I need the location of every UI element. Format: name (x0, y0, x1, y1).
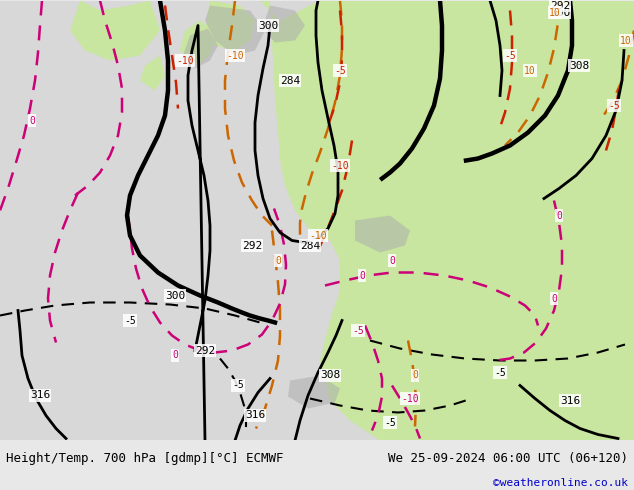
Text: 0: 0 (412, 370, 418, 381)
Text: -5: -5 (334, 66, 346, 75)
Text: -10: -10 (309, 230, 327, 241)
Text: 308: 308 (320, 370, 340, 381)
Text: 10: 10 (549, 7, 561, 18)
Polygon shape (260, 0, 634, 441)
Polygon shape (70, 0, 160, 60)
Text: -5: -5 (232, 381, 244, 391)
Text: 284: 284 (280, 75, 300, 85)
Text: 10: 10 (524, 66, 536, 75)
Text: 10: 10 (620, 35, 632, 46)
Polygon shape (140, 55, 165, 91)
Polygon shape (180, 21, 215, 66)
Text: -5: -5 (384, 417, 396, 427)
Text: 0: 0 (551, 294, 557, 303)
Text: 316: 316 (245, 411, 265, 420)
Text: -5: -5 (124, 316, 136, 325)
Text: 0: 0 (389, 255, 395, 266)
Text: ©weatheronline.co.uk: ©weatheronline.co.uk (493, 478, 628, 488)
Text: -10: -10 (176, 55, 194, 66)
Text: 0: 0 (556, 211, 562, 220)
Text: -5: -5 (494, 368, 506, 377)
Polygon shape (480, 0, 634, 220)
Polygon shape (262, 5, 305, 43)
Polygon shape (183, 28, 218, 69)
Text: -5: -5 (352, 325, 364, 336)
Text: 0: 0 (29, 116, 35, 125)
Text: -5: -5 (504, 50, 516, 60)
Text: -10: -10 (226, 50, 244, 60)
Polygon shape (288, 375, 340, 409)
Text: 308: 308 (569, 60, 589, 71)
Text: 316: 316 (560, 395, 580, 406)
Text: 300: 300 (165, 291, 185, 300)
Text: 316: 316 (30, 391, 50, 400)
Text: -10: -10 (331, 161, 349, 171)
Text: 0: 0 (275, 255, 281, 266)
Text: Height/Temp. 700 hPa [gdmp][°C] ECMWF: Height/Temp. 700 hPa [gdmp][°C] ECMWF (6, 452, 284, 465)
Text: 292: 292 (242, 241, 262, 250)
Polygon shape (355, 216, 410, 252)
Polygon shape (205, 5, 265, 55)
Text: 300: 300 (258, 21, 278, 30)
Text: We 25-09-2024 06:00 UTC (06+120): We 25-09-2024 06:00 UTC (06+120) (387, 452, 628, 465)
Polygon shape (205, 0, 255, 50)
Text: 292: 292 (550, 0, 570, 10)
Text: -5: -5 (608, 100, 620, 111)
Text: 0: 0 (172, 350, 178, 361)
Text: 300: 300 (550, 7, 570, 18)
Text: -10: -10 (401, 393, 419, 403)
Text: 0: 0 (359, 270, 365, 280)
Text: 292: 292 (195, 345, 215, 356)
Text: 284: 284 (300, 241, 320, 250)
